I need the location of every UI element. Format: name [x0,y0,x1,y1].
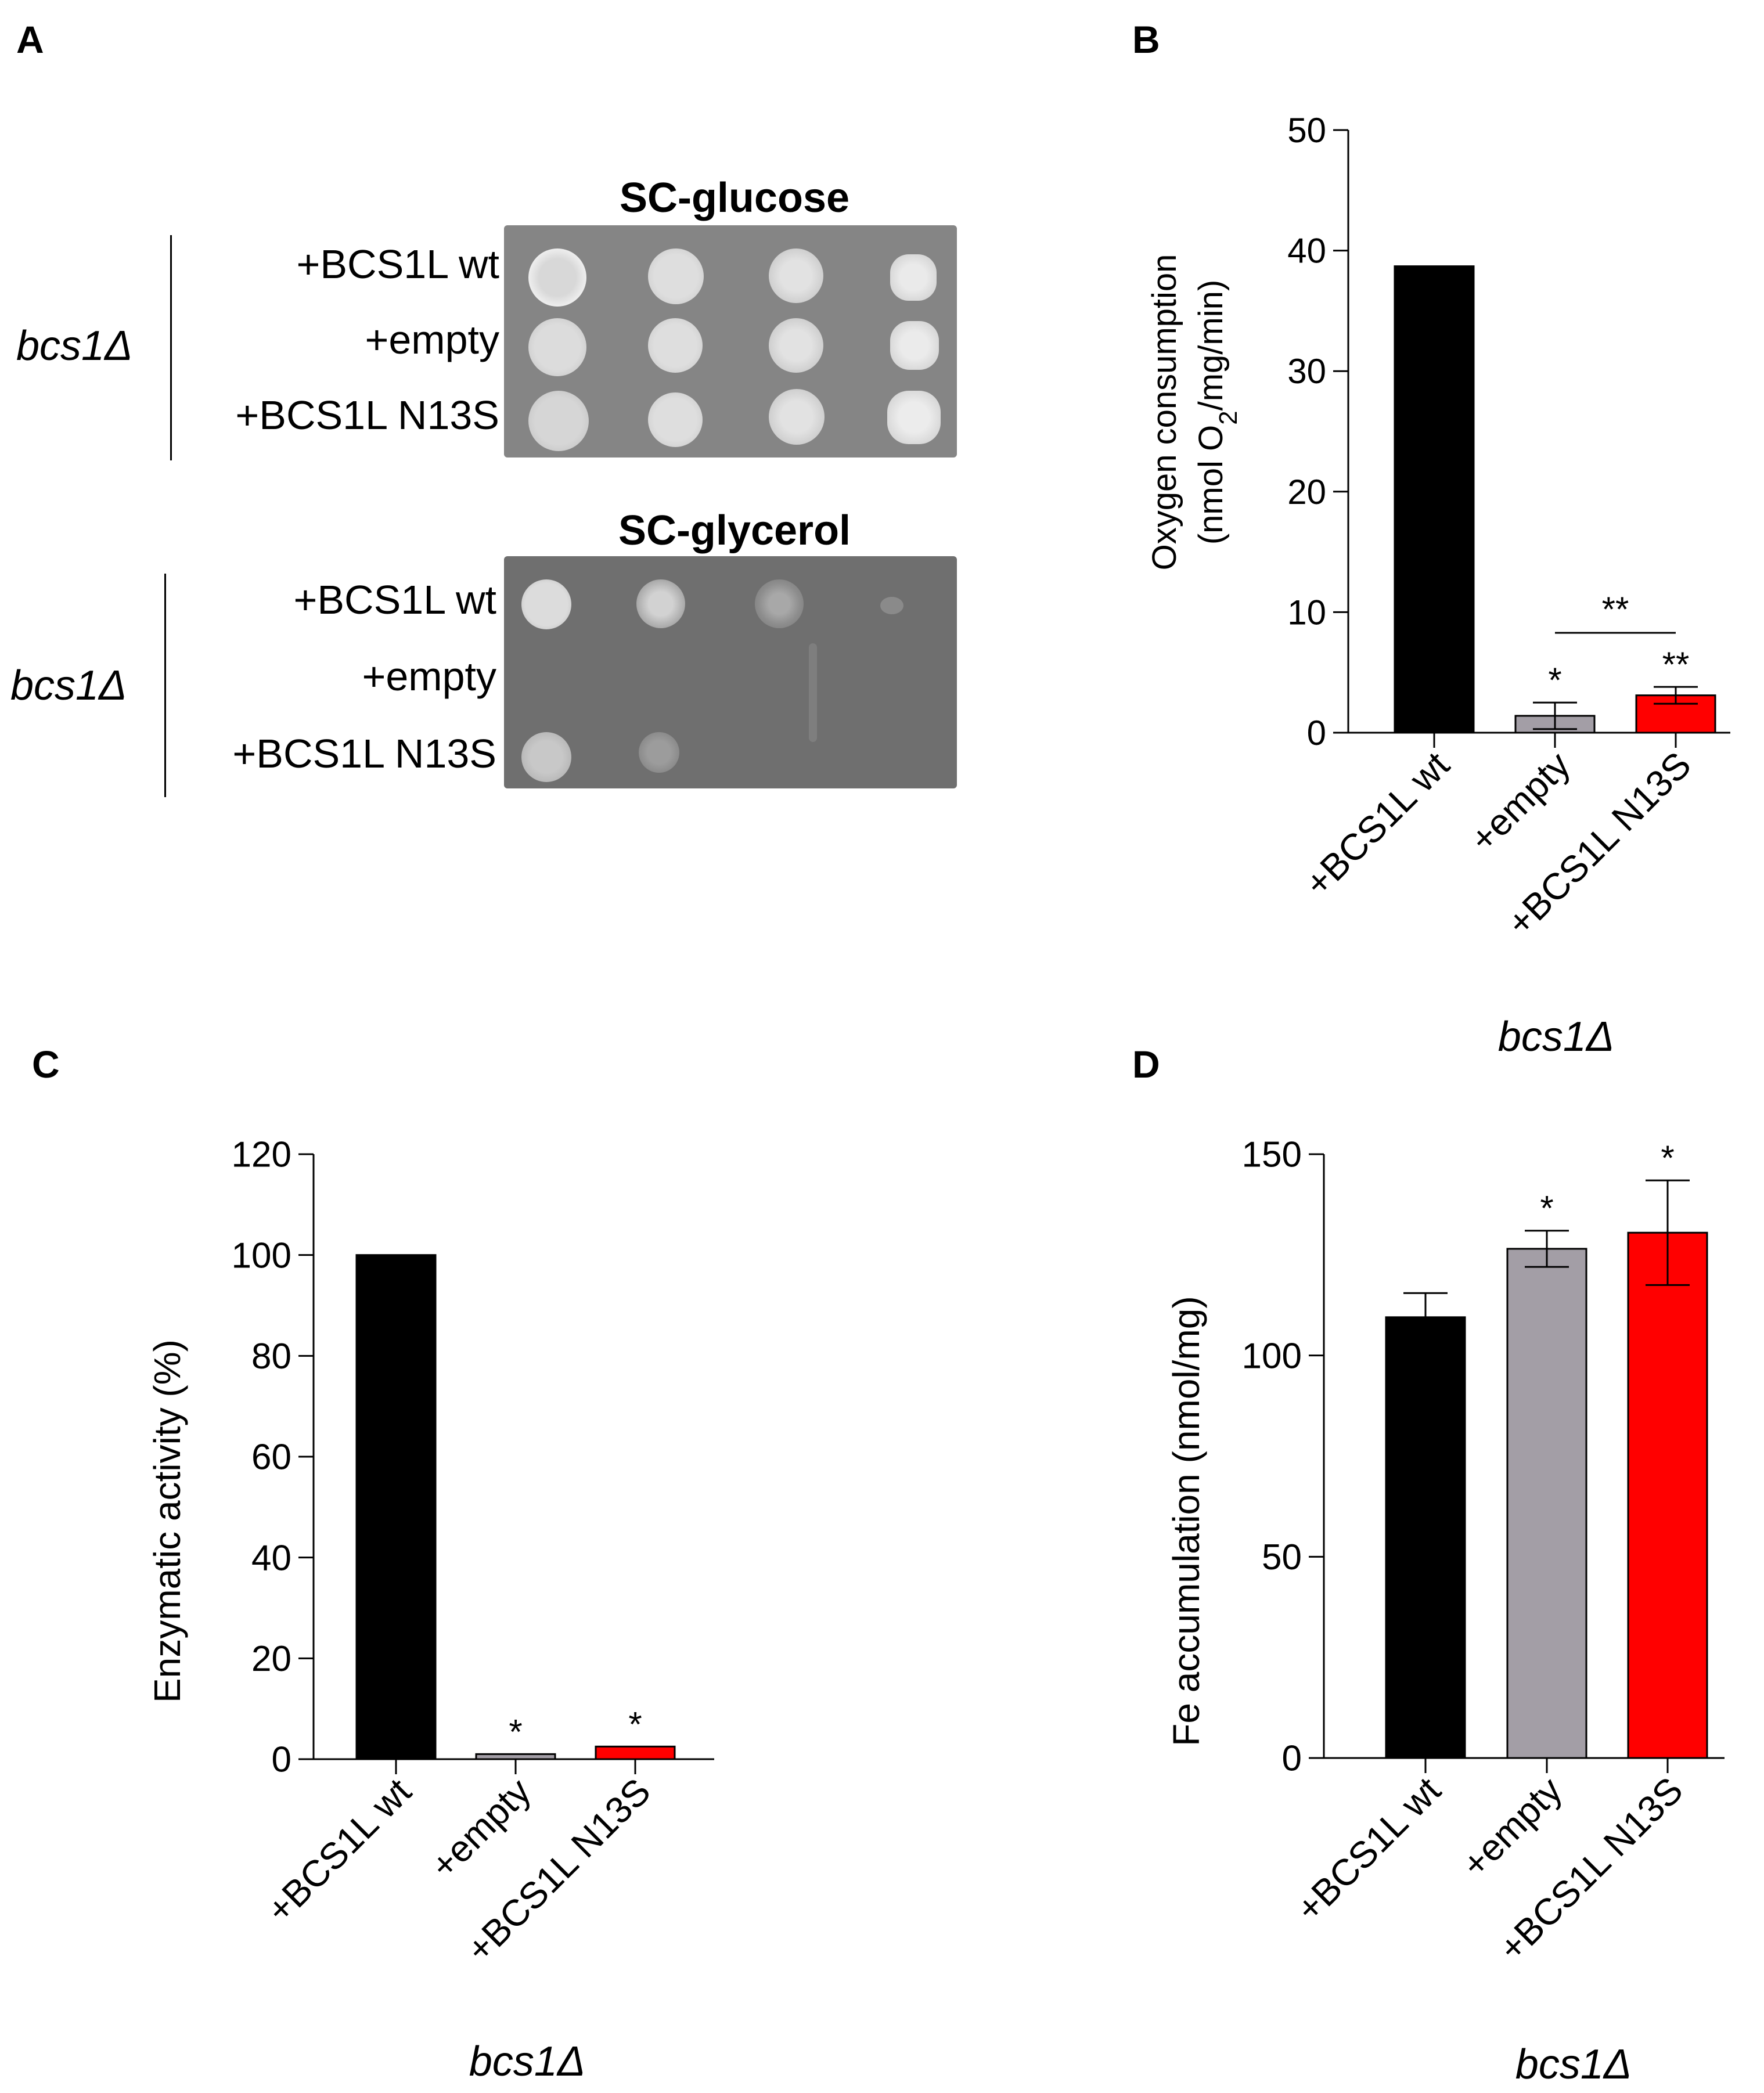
y-tick-label: 30 [1287,352,1326,391]
colony-spot [648,392,703,447]
significance-label: * [628,1705,642,1743]
row-label-empty: +empty [365,317,500,362]
bar [355,1254,437,1760]
colony-spot [639,732,679,773]
chart-b-y-axis-label: Oxygen consumption (nmol O2/mg/min) [1146,254,1243,571]
y-tick-label: 60 [251,1438,291,1478]
strain-label-bottom: bcs1Δ [10,662,127,709]
category-label: +BCS1L wt [1297,744,1457,905]
y-tick-label: 100 [1242,1336,1302,1376]
x-axis-label: bcs1Δ [1498,1014,1614,1060]
bar [1385,1316,1466,1759]
plate-glucose [504,225,957,457]
panel-letter-d: D [1132,1043,1160,1086]
category-label: +empty [1453,1769,1570,1886]
bar [475,1753,556,1760]
row-label-n13s-glycerol: +BCS1L N13S [232,731,496,776]
bar [1506,1248,1587,1759]
significance-label: * [1540,1189,1553,1228]
strain-bracket-line-bottom [164,574,166,797]
plate-title-glucose: SC-glucose [619,175,850,221]
chart-d-fe-accumulation: Fe accumulation (nmol/mg) 0 50 100 150 +BCS1… [1165,1135,1725,2088]
plate-scratch [809,643,817,742]
chart-d-y-axis-label: Fe accumulation (nmol/mg) [1165,1296,1207,1746]
y-tick-label: 0 [1307,714,1326,752]
y-tick-label: 0 [1282,1739,1302,1779]
y-tick-label: 100 [232,1235,291,1276]
row-label-wt: +BCS1L wt [296,242,499,287]
colony-spot [769,389,825,445]
y-tick-label: 20 [251,1639,291,1679]
category-label: +BCS1L wt [258,1770,419,1931]
bar [1627,1231,1708,1759]
colony-spot [521,732,571,782]
bracket-label: ** [1602,590,1629,629]
significance-label: ** [1662,645,1690,684]
colony-spot [880,597,903,614]
y-tick-label: 0 [272,1740,291,1780]
colony-spot [528,248,586,307]
chart-c-y-axis-label: Enzymatic activity (%) [146,1339,188,1703]
colony-spot [769,248,823,303]
panel-a-spot-assay: SC-glucose bcs1Δ +BCS1L wt +empty +BCS1L… [0,0,987,824]
bar [595,1745,676,1760]
colony-spot [769,318,823,373]
y-tick-label: 150 [1242,1135,1302,1175]
y-tick-label: 120 [232,1135,291,1175]
colony-spot [636,579,685,628]
ylabel-line2: (nmol O2/mg/min) [1192,280,1243,545]
colony-spot [528,391,589,451]
chart-b-oxygen-consumption: Oxygen consumption (nmol O2/mg/min) 0 10 2… [1146,111,1730,1060]
category-label: +BCS1L wt [1288,1769,1449,1930]
y-tick-label: 10 [1287,593,1326,632]
y-tick-label: 80 [251,1337,291,1377]
significance-label: * [1548,661,1561,700]
colony-spot [528,318,586,376]
panel-letter-c: C [32,1043,60,1086]
y-tick-label: 40 [251,1538,291,1578]
panel-letter-b: B [1132,18,1160,61]
strain-label-top: bcs1Δ [16,323,133,369]
x-axis-label: bcs1Δ [1515,2041,1632,2088]
y-tick-label: 50 [1262,1537,1302,1577]
colony-spot [890,321,939,370]
plate-title-glycerol: SC-glycerol [618,507,851,554]
colony-spot [755,579,804,628]
colony-spot [648,318,703,373]
colony-spot [648,248,704,304]
row-label-empty-glycerol: +empty [362,654,497,699]
colony-spot [887,391,941,444]
colony-spot [521,579,571,629]
ylabel-line1: Oxygen consumption [1146,254,1183,571]
category-label: +empty [422,1770,539,1887]
colony-spot [890,254,937,301]
row-label-wt-glycerol: +BCS1L wt [293,577,496,622]
chart-c-enzymatic-activity: Enzymatic activity (%) 0 20 40 60 80 100 120 +B… [146,1135,714,2085]
panel-letter-a: A [16,18,44,61]
bar [1394,265,1475,734]
x-axis-label: bcs1Δ [469,2038,585,2085]
y-tick-label: 20 [1287,473,1326,511]
category-label: +empty [1461,744,1578,860]
significance-label: * [1661,1139,1674,1177]
plate-glycerol [504,556,957,788]
strain-bracket-line-top [170,235,172,460]
significance-label: * [509,1712,522,1751]
y-tick-label: 50 [1287,111,1326,150]
row-label-n13s: +BCS1L N13S [235,392,499,438]
y-tick-label: 40 [1287,232,1326,271]
